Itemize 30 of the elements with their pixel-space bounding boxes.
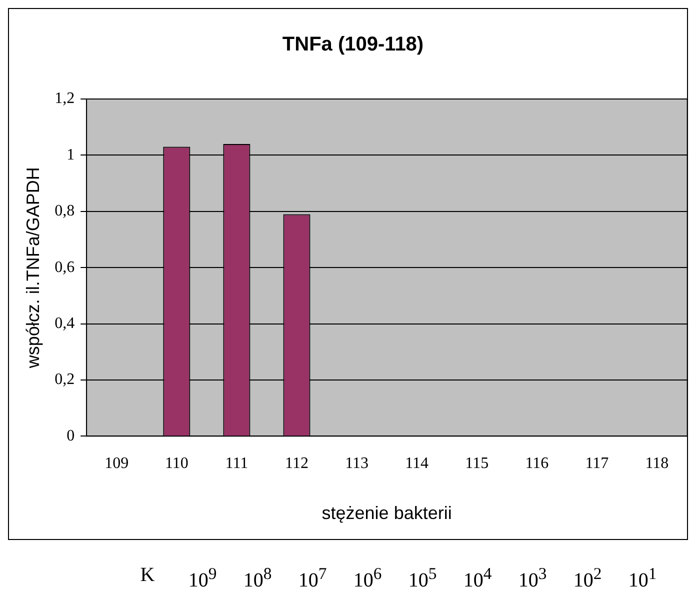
text: 10$^{1}$ — [627, 564, 658, 593]
text: K — [139, 564, 156, 588]
y-axis-title: współcz. il.TNFa/GAPDH — [22, 167, 43, 370]
y-tick-label: 0 — [66, 427, 75, 444]
text: 10$^{3}$ — [517, 564, 548, 593]
x-tick-label: 110 — [164, 455, 188, 472]
y-tick-label: 0,6 — [54, 258, 75, 276]
x-axis-title: stężenie bakterii — [322, 503, 452, 524]
y-tick-label: 0,2 — [54, 371, 75, 388]
x-tick-label: 111 — [225, 455, 248, 472]
x-tick-label: 118 — [645, 455, 669, 472]
text: 10$^{6}$ — [352, 564, 383, 593]
y-tick-label: 0,8 — [54, 202, 75, 220]
y-tick-label: 1 — [66, 146, 75, 164]
chart-title: TNFa (109-118) — [282, 34, 424, 56]
x-tick-label: 112 — [285, 455, 308, 472]
x-tick-label: 113 — [345, 455, 368, 472]
text: 10$^{5}$ — [407, 564, 438, 593]
text: 10$^{8}$ — [242, 564, 273, 593]
x-tick-label: 114 — [405, 455, 429, 472]
x-tick-label: 115 — [465, 455, 489, 472]
text: 10$^{9}$ — [187, 564, 218, 593]
y-tick-label: 0,4 — [54, 315, 75, 332]
x-tick-label: 116 — [525, 455, 549, 472]
y-tick-label: 1,2 — [54, 90, 75, 108]
text: 10$^{4}$ — [462, 564, 493, 593]
x-tick-label: 109 — [104, 455, 129, 472]
x-tick-label: 117 — [585, 455, 609, 472]
text: 10$^{2}$ — [572, 564, 603, 593]
text: 10$^{7}$ — [297, 564, 328, 593]
